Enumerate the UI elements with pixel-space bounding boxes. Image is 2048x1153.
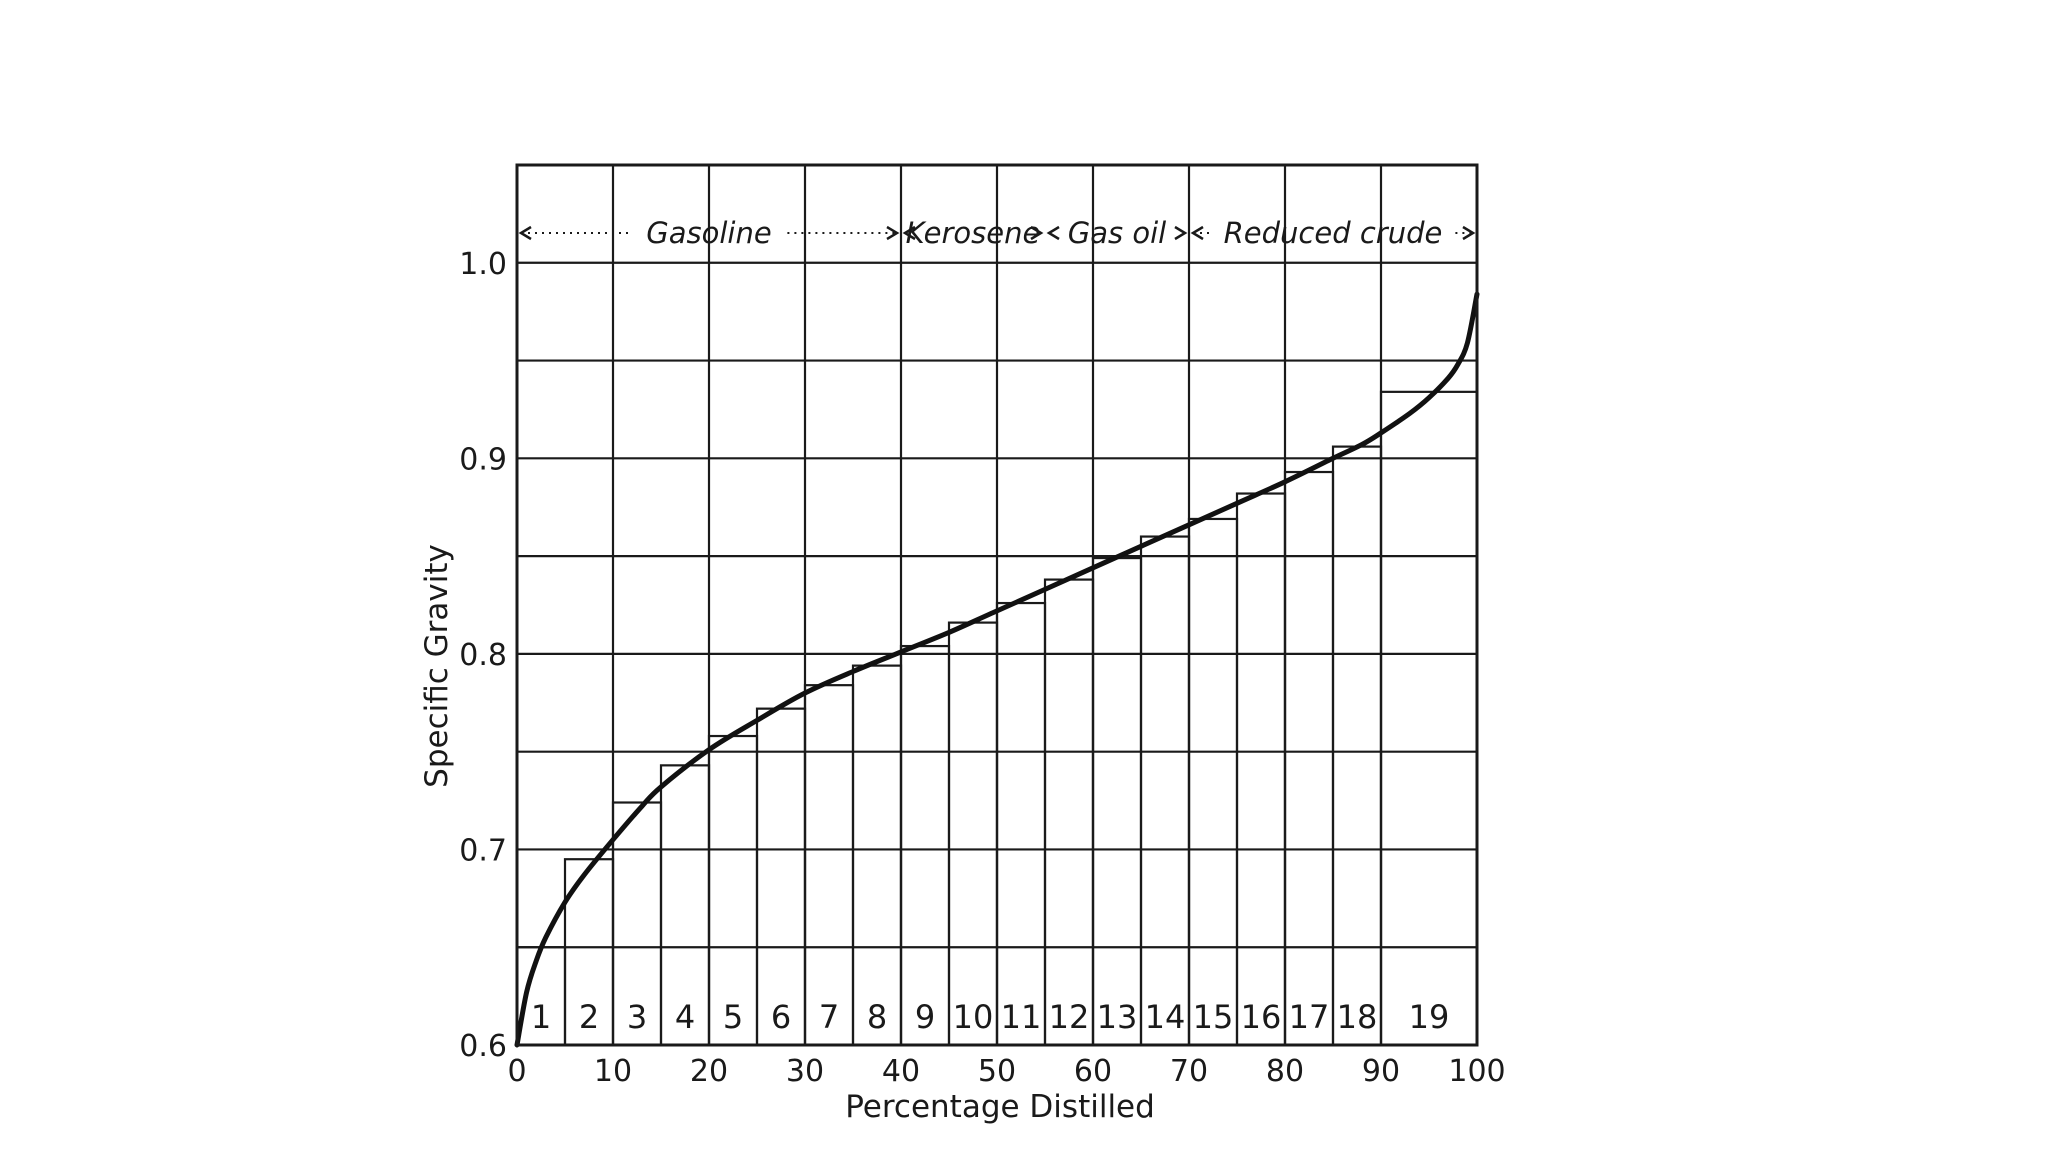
x-tick-label: 40 — [882, 1054, 920, 1089]
cut-number-label: 10 — [953, 998, 994, 1036]
cut-number-label: 1 — [531, 998, 551, 1036]
cut-number-label: 8 — [867, 998, 887, 1036]
cut-number-label: 18 — [1337, 998, 1378, 1036]
x-tick-label: 60 — [1074, 1054, 1112, 1089]
cut-number-label: 7 — [819, 998, 839, 1036]
y-tick-label: 1.0 — [459, 247, 507, 282]
band-arrow-head-right — [1462, 225, 1476, 241]
x-tick-label: 20 — [690, 1054, 728, 1089]
plot-frame — [515, 163, 1479, 1047]
cut-number-label: 4 — [675, 998, 695, 1036]
x-tick-label: 10 — [594, 1054, 632, 1089]
cut-number-label: 6 — [771, 998, 791, 1036]
y-tick-label: 0.6 — [459, 1029, 507, 1064]
cut-bar — [947, 621, 999, 1047]
band-arrow-head-left — [518, 225, 532, 241]
band-arrow-head-right — [1030, 225, 1044, 241]
x-tick-label: 0 — [507, 1054, 526, 1089]
x-tick-label: 30 — [786, 1054, 824, 1089]
band-arrow-head-left — [902, 225, 916, 241]
y-tick-label: 0.8 — [459, 638, 507, 673]
cut-number-label: 14 — [1145, 998, 1186, 1036]
cut-bar — [1139, 535, 1191, 1047]
x-tick-labels: 0 10 20 30 40 50 60 70 80 90 100 — [507, 1054, 1505, 1089]
cut-number-label: 13 — [1097, 998, 1138, 1036]
product-bands: Gasoline Kerosene Gas oil Reduced crude — [518, 216, 1476, 250]
cut-bar — [1187, 517, 1239, 1047]
cut-bar — [1235, 492, 1287, 1047]
cut-number-label: 5 — [723, 998, 743, 1036]
cut-bar — [851, 664, 903, 1047]
specific-gravity-curve — [514, 291, 1480, 1048]
cut-number-label: 2 — [579, 998, 599, 1036]
cut-bar — [1331, 445, 1383, 1047]
cut-number-label: 15 — [1193, 998, 1234, 1036]
band-arrow-head-left — [1190, 225, 1204, 241]
band-label: Reduced crude — [1224, 216, 1443, 250]
x-tick-label: 90 — [1362, 1054, 1400, 1089]
cut-number-label: 16 — [1241, 998, 1282, 1036]
x-tick-label: 100 — [1448, 1054, 1505, 1089]
cut-number-label: 11 — [1001, 998, 1042, 1036]
cut-bar — [1283, 470, 1335, 1047]
x-tick-label: 80 — [1266, 1054, 1304, 1089]
cut-number-label: 3 — [627, 998, 647, 1036]
x-tick-label: 50 — [978, 1054, 1016, 1089]
cut-number-label: 9 — [915, 998, 935, 1036]
cut-number-label: 19 — [1409, 998, 1450, 1036]
band-label: Gas oil — [1068, 216, 1166, 250]
specific-gravity-curve-group — [514, 291, 1480, 1048]
band-label: Kerosene — [906, 216, 1041, 250]
cut-bar — [755, 707, 807, 1047]
cut-bar — [995, 601, 1047, 1047]
band-arrow-head-left — [1046, 225, 1060, 241]
band-label: Gasoline — [646, 216, 771, 250]
cut-number-labels: 1 2 3 4 5 6 7 8 9 10 11 12 13 14 15 16 17 18 19 — [531, 998, 1450, 1036]
band-arrow-head-right — [886, 225, 900, 241]
y-tick-label: 0.9 — [459, 442, 507, 477]
cut-bar — [899, 644, 951, 1047]
cut-bar — [1091, 556, 1143, 1047]
cut-bar — [1043, 578, 1095, 1047]
y-tick-label: 0.7 — [459, 833, 507, 868]
plot-frame-group — [515, 163, 1479, 1047]
x-axis-title: Percentage Distilled — [845, 1089, 1155, 1125]
cut-number-label: 12 — [1049, 998, 1090, 1036]
band-arrow-head-right — [1174, 225, 1188, 241]
y-tick-labels: 0.6 0.7 0.8 0.9 1.0 — [459, 247, 507, 1064]
cut-number-label: 17 — [1289, 998, 1330, 1036]
x-tick-label: 70 — [1170, 1054, 1208, 1089]
cut-bar — [803, 684, 855, 1047]
y-axis-title: Specific Gravity — [419, 544, 455, 788]
